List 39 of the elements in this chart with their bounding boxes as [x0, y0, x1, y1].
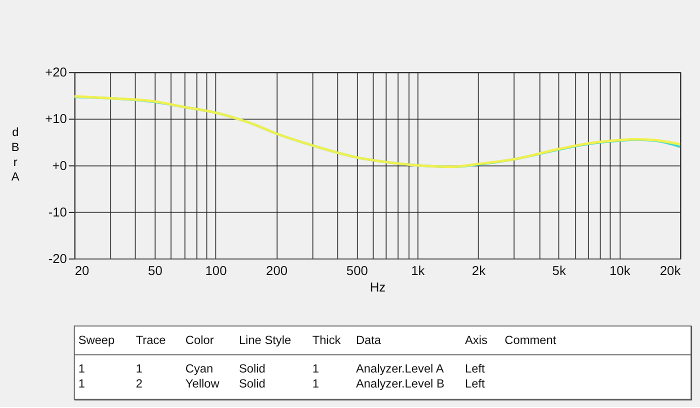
x-tick-label: 1k [411, 262, 426, 278]
x-tick-label: 500 [346, 262, 368, 278]
x-tick-label: 200 [266, 262, 288, 278]
text: Data [356, 332, 382, 347]
x-tick-label: 10k [609, 262, 631, 278]
text: Line Style [238, 332, 292, 347]
text: Trace [136, 332, 166, 347]
text: 1 [78, 376, 86, 390]
text: Thick [312, 332, 341, 347]
text: Cyan [185, 362, 214, 376]
text: Axis [465, 332, 488, 347]
y-tick-label: -20 [48, 250, 67, 266]
text: Left [465, 376, 486, 390]
y-tick-label: +10 [45, 111, 67, 126]
text: 2 [136, 376, 142, 390]
text: 1 [312, 362, 320, 376]
x-tick-label: 50 [148, 262, 162, 278]
text: Solid [238, 362, 266, 376]
text: 1 [312, 376, 320, 390]
x-tick-label: 20 [74, 262, 90, 278]
x-tick-label: 20k [660, 262, 682, 278]
x-tick-label: 2k [472, 262, 486, 278]
text: Left [465, 362, 486, 376]
text: Comment [504, 332, 557, 347]
text: Yellow [185, 376, 220, 390]
text: Analyzer.Level B [356, 376, 444, 390]
y-tick-label: -10 [48, 204, 67, 220]
text: Analyzer.Level A [356, 362, 444, 376]
text: Color [185, 332, 214, 347]
y-tick-label: +20 [45, 64, 67, 80]
text: 1 [136, 362, 143, 376]
x-axis-title: Hz [370, 280, 386, 295]
x-tick-label: 5k [552, 262, 566, 278]
text: 1 [78, 362, 86, 376]
y-tick-label: +0 [52, 158, 67, 173]
text: Solid [238, 376, 266, 390]
y-axis-title: dBr A [11, 125, 20, 184]
text: Sweep [78, 332, 116, 347]
x-tick-label: 100 [205, 262, 227, 278]
